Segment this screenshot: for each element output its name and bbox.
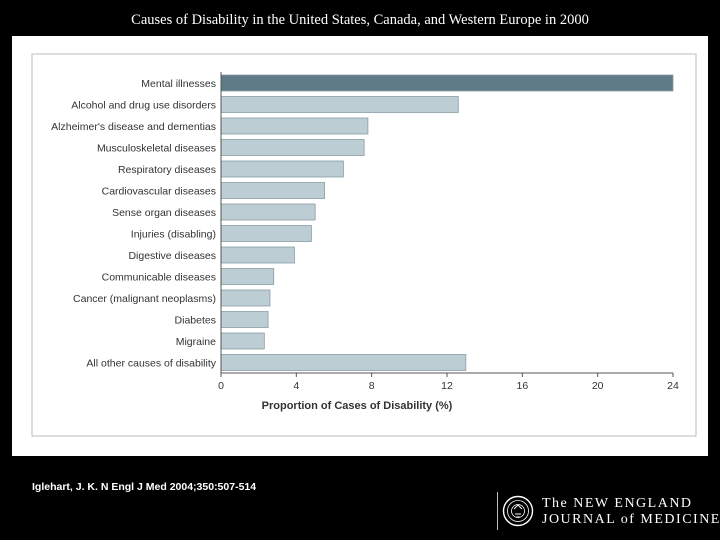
bar-all-other-causes-of-disability — [220, 354, 467, 371]
bar-cardiovascular-diseases — [220, 182, 325, 199]
x-axis-title: Proportion of Cases of Disability (%) — [262, 400, 453, 412]
category-label-all-other-causes-of-disability: All other causes of disability — [86, 358, 216, 370]
category-label-cancer-malignant-neoplasms: Cancer (malignant neoplasms) — [73, 293, 216, 305]
bar-diabetes — [220, 311, 269, 328]
journal-logo: The NEW ENGLAND JOURNAL of MEDICINE — [497, 492, 719, 530]
category-label-cardiovascular-diseases: Cardiovascular diseases — [102, 186, 216, 198]
category-label-migraine: Migraine — [176, 336, 216, 348]
category-label-alcohol-and-drug-use-disorders: Alcohol and drug use disorders — [71, 100, 216, 112]
x-tick-label: 0 — [218, 380, 224, 392]
category-label-alzheimer-s-disease-and-dementias: Alzheimer's disease and dementias — [51, 121, 216, 133]
bar-alcohol-and-drug-use-disorders — [220, 96, 459, 113]
category-label-musculoskeletal-diseases: Musculoskeletal diseases — [97, 143, 216, 155]
bar-respiratory-diseases — [220, 160, 344, 178]
category-label-communicable-diseases: Communicable diseases — [102, 272, 216, 284]
x-tick-label: 16 — [516, 380, 528, 392]
x-tick-label: 12 — [441, 380, 453, 392]
category-label-sense-organ-diseases: Sense organ diseases — [112, 207, 216, 219]
disability-bar-chart: Mental illnesses Alcohol and drug use dis… — [31, 53, 697, 437]
bar-cancer-malignant-neoplasms — [220, 289, 271, 307]
bar-musculoskeletal-diseases — [220, 139, 365, 156]
bar-migraine — [220, 332, 265, 350]
figure-panel: Mental illnesses Alcohol and drug use dis… — [12, 36, 708, 456]
bar-alzheimer-s-disease-and-dementias — [220, 117, 369, 135]
category-label-respiratory-diseases: Respiratory diseases — [118, 164, 216, 176]
bar-digestive-diseases — [220, 246, 295, 264]
journal-seal-icon — [502, 495, 534, 527]
bar-mental-illnesses — [220, 74, 674, 92]
x-tick-label: 8 — [369, 380, 375, 392]
slide-title: Causes of Disability in the United State… — [131, 12, 589, 28]
category-label-mental-illnesses: Mental illnesses — [141, 78, 216, 90]
citation-text: Iglehart, J. K. N Engl J Med 2004;350:50… — [32, 481, 257, 493]
x-tick-label: 4 — [293, 380, 299, 392]
x-tick-label: 24 — [667, 380, 679, 392]
bar-communicable-diseases — [220, 268, 275, 285]
bar-sense-organ-diseases — [220, 203, 316, 221]
category-label-digestive-diseases: Digestive diseases — [128, 250, 216, 262]
x-tick-label: 20 — [592, 380, 604, 392]
journal-name-line2: JOURNAL of MEDICINE — [542, 512, 720, 527]
category-label-diabetes: Diabetes — [175, 315, 216, 327]
category-label-injuries-disabling: Injuries (disabling) — [131, 229, 216, 241]
journal-name-line1: The NEW ENGLAND — [542, 496, 693, 511]
bar-injuries-disabling — [220, 225, 312, 242]
